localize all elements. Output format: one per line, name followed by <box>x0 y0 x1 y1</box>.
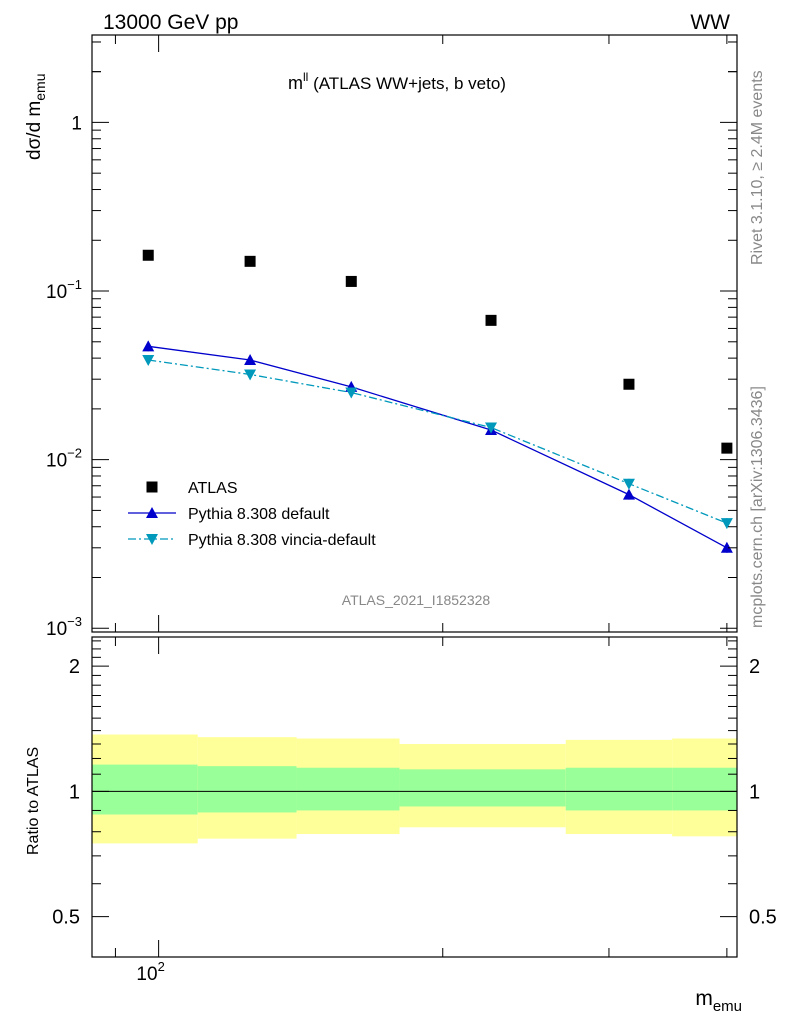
main-y-tick-label: 10−2 <box>46 446 82 472</box>
data-point <box>720 518 733 530</box>
x-axis-label-main: m <box>695 987 713 1010</box>
mcplots-label: mcplots.cern.ch [arXiv:1306.3436] <box>749 386 766 628</box>
data-point <box>244 369 257 381</box>
legend-label: Pythia 8.308 vincia-default <box>188 532 376 549</box>
main-y-tick-label: 1 <box>71 113 82 134</box>
x-axis-tick-labels: 102 <box>136 959 164 985</box>
main-y-tick-label-base: 10 <box>46 619 67 640</box>
plot-title-rest: (ATLAS WW+jets, b veto) <box>308 74 506 93</box>
energy-label: 13000 GeV pp <box>103 11 238 34</box>
series-2 <box>142 354 733 530</box>
main-plot-frame <box>91 34 738 633</box>
ratio-band-inner <box>92 764 198 815</box>
main-y-tick-label-exp: −2 <box>67 446 82 461</box>
data-point <box>142 249 154 261</box>
data-point <box>721 442 733 454</box>
data-point <box>142 340 155 352</box>
x-tick-label-base: 10 <box>136 964 157 985</box>
y-axis-label: dσ/d memu <box>24 74 48 160</box>
data-point <box>345 387 358 399</box>
x-tick-label: 102 <box>136 959 164 985</box>
ratio-plot-frame <box>91 636 738 958</box>
ratio-band-inner <box>672 767 737 811</box>
ratio-y-tick-label-right: 1 <box>749 781 760 803</box>
ratio-y-tick-label-right: 2 <box>749 656 760 678</box>
ratio-band-inner <box>399 769 566 807</box>
ratio-plot-content <box>92 734 737 844</box>
main-y-tick-label-base: 10 <box>46 451 67 472</box>
data-point <box>345 275 357 287</box>
data-point <box>142 354 155 366</box>
main-y-tick-label: 10−1 <box>46 277 82 303</box>
ratio-y-tick-label-right: 0.5 <box>749 907 777 929</box>
plot-title-sup: ll <box>303 70 308 84</box>
data-point <box>244 353 257 365</box>
x-axis-label-sub: emu <box>713 998 742 1015</box>
series-line <box>148 345 728 549</box>
main-y-tick-label-exp: −1 <box>67 277 82 292</box>
legend-marker <box>146 534 158 545</box>
main-y-tick-label-base: 1 <box>71 113 82 134</box>
data-point <box>622 488 635 500</box>
legend-marker <box>146 481 158 493</box>
legend-label: ATLAS <box>188 480 238 497</box>
ratio-band-inner <box>296 767 400 811</box>
data-point <box>244 255 256 267</box>
ratio-band-inner <box>197 766 297 813</box>
series-line <box>148 359 728 524</box>
legend-marker <box>146 507 158 518</box>
rivet-label: Rivet 3.1.10, ≥ 2.4M events <box>749 70 766 265</box>
ratio-axis-ticks: 0.5 0.5 1 1 2 2 <box>52 637 777 958</box>
process-label: WW <box>690 11 730 34</box>
ratio-band-inner <box>565 767 673 811</box>
data-point <box>485 422 498 434</box>
ratio-y-tick-label: 1 <box>69 781 80 803</box>
data-point <box>485 314 497 326</box>
main-y-tick-label: 10−3 <box>46 614 82 640</box>
y-axis-label-main: dσ/d m <box>24 101 45 160</box>
plot-title: mll (ATLAS WW+jets, b veto) <box>288 70 506 93</box>
main-plot-panel: 10−310−210−11 mll (ATLAS WW+jets, b veto… <box>24 34 738 640</box>
main-plot-content <box>142 249 733 553</box>
main-axis-ticks: 10−310−210−11 <box>46 35 737 640</box>
legend-label: Pythia 8.308 default <box>188 506 330 523</box>
data-point <box>720 541 733 553</box>
analysis-watermark: ATLAS_2021_I1852328 <box>342 592 491 608</box>
data-point <box>622 478 635 490</box>
plot-title-main: m <box>288 73 303 93</box>
x-tick-label-exp: 2 <box>158 959 165 974</box>
series-0 <box>142 249 733 454</box>
main-y-tick-label-base: 10 <box>46 282 67 303</box>
data-point <box>623 378 635 390</box>
ratio-plot-panel: 0.5 0.5 1 1 2 2 Ratio to ATLAS <box>25 636 777 958</box>
legend: ATLAS Pythia 8.308 default Pythia 8.308 vi… <box>128 480 376 549</box>
ratio-y-axis-label: Ratio to ATLAS <box>25 747 42 855</box>
x-axis-label: memu <box>695 987 742 1015</box>
main-y-tick-label-exp: −3 <box>67 614 82 629</box>
ratio-y-tick-label: 0.5 <box>52 907 80 929</box>
ratio-y-tick-label: 2 <box>69 656 80 678</box>
y-axis-label-sub: emu <box>32 74 48 101</box>
